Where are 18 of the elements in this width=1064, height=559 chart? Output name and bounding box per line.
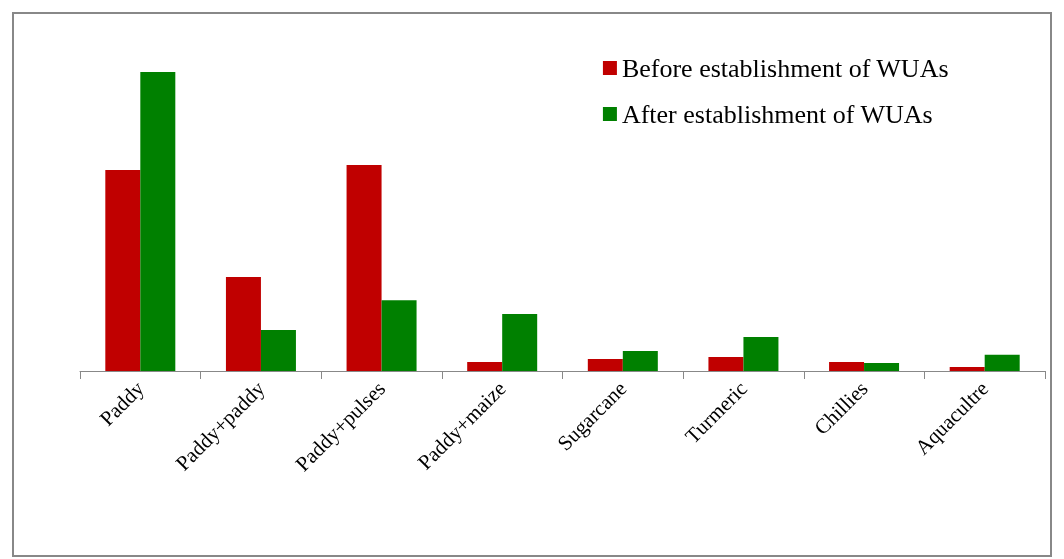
bar <box>622 350 658 371</box>
bar <box>346 164 382 371</box>
bar <box>381 300 417 371</box>
bar <box>708 356 744 371</box>
bar <box>829 362 865 371</box>
bar <box>140 72 176 371</box>
bar <box>467 362 503 371</box>
bar <box>864 362 900 371</box>
bar <box>984 354 1020 371</box>
legend-label: Before establishment of WUAs <box>621 53 949 83</box>
bar <box>502 313 538 371</box>
legend-label: After establishment of WUAs <box>621 99 933 129</box>
bar <box>949 367 985 371</box>
bar <box>743 336 779 371</box>
bar <box>105 170 141 371</box>
bar <box>225 277 261 371</box>
bar <box>587 359 623 371</box>
bar <box>260 330 296 371</box>
